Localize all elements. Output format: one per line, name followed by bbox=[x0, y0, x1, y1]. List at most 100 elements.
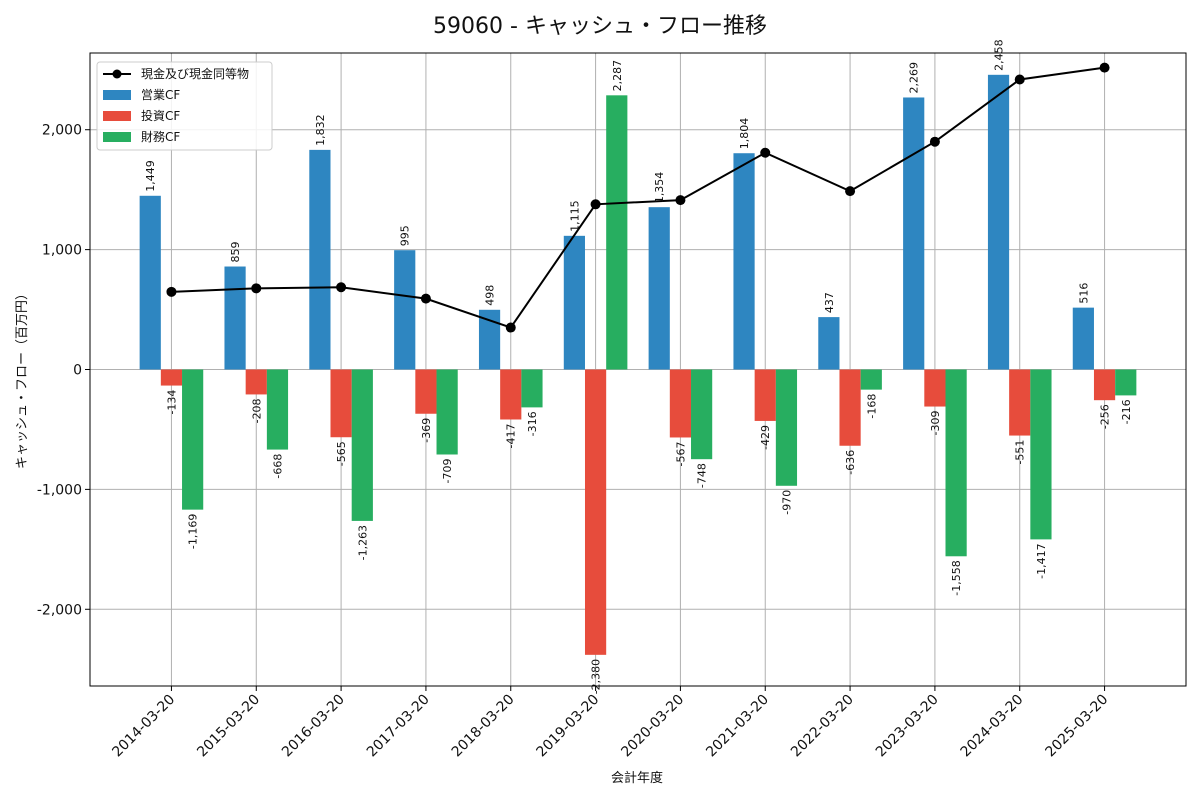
cash-line-point bbox=[760, 147, 771, 158]
bar bbox=[1115, 369, 1137, 396]
bar bbox=[754, 369, 776, 421]
legend-box bbox=[96, 61, 273, 151]
bar-data-label: -1,558 bbox=[950, 560, 963, 595]
bar-data-label: -1,169 bbox=[187, 514, 200, 549]
bar-data-label: -216 bbox=[1120, 399, 1133, 424]
bar bbox=[945, 369, 967, 557]
cash-line-point bbox=[1014, 74, 1025, 85]
bar bbox=[563, 235, 585, 370]
bar-data-label: -208 bbox=[250, 398, 263, 423]
bar-data-label: -316 bbox=[526, 411, 539, 436]
bar-data-label: -668 bbox=[271, 454, 284, 479]
legend-bar-swatch bbox=[103, 132, 131, 142]
bar-data-label: -1,263 bbox=[356, 525, 369, 560]
x-tick-label: 2017-03-20 bbox=[364, 692, 433, 761]
x-tick-label: 2019-03-20 bbox=[534, 692, 603, 761]
chart-title: 59060 - キャッシュ・フロー推移 bbox=[433, 14, 767, 39]
x-tick-label: 2021-03-20 bbox=[703, 692, 772, 761]
bar-data-label: -748 bbox=[696, 463, 709, 488]
bar bbox=[224, 266, 246, 370]
legend-bar-swatch bbox=[103, 90, 131, 100]
bar bbox=[1030, 369, 1052, 540]
cash-line-point bbox=[845, 186, 856, 197]
bar-data-label: -551 bbox=[1014, 440, 1027, 465]
bar-data-label: 1,354 bbox=[653, 172, 666, 204]
bar-data-label: -309 bbox=[929, 411, 942, 436]
x-tick-label: 2015-03-20 bbox=[194, 692, 263, 761]
bar bbox=[436, 369, 458, 455]
bar bbox=[351, 369, 373, 521]
legend-marker bbox=[112, 69, 122, 79]
bar bbox=[924, 369, 946, 407]
y-tick-label: 0 bbox=[73, 363, 82, 379]
bar-data-label: -709 bbox=[441, 458, 454, 483]
bar bbox=[606, 95, 628, 370]
bar-data-label: 1,115 bbox=[568, 200, 581, 232]
bar-data-label: -369 bbox=[420, 418, 433, 443]
bar-data-label: 2,287 bbox=[611, 60, 624, 92]
bar bbox=[330, 369, 352, 438]
x-tick-label: 2020-03-20 bbox=[618, 692, 687, 761]
bar-data-label: -565 bbox=[335, 441, 348, 466]
bar-data-label: 995 bbox=[399, 225, 412, 246]
bar bbox=[245, 369, 267, 395]
bar-data-label: -168 bbox=[865, 394, 878, 419]
bar bbox=[415, 369, 437, 414]
data-labels: 1,449 859 1,832 995 498 1,115 1,354 1,804 437 2,2… bbox=[144, 39, 1133, 694]
bar-data-label: 859 bbox=[229, 242, 242, 263]
bar bbox=[1009, 369, 1031, 436]
bar bbox=[903, 97, 925, 370]
legend-label: 現金及び現金同等物 bbox=[141, 66, 249, 81]
bar bbox=[521, 369, 543, 408]
y-axis-label: キャッシュ・フロー（百万円） bbox=[15, 287, 30, 469]
legend-bar-swatch bbox=[103, 111, 131, 121]
y-tick-label: -1,000 bbox=[37, 482, 82, 498]
x-tick-label: 2018-03-20 bbox=[449, 692, 518, 761]
bar bbox=[818, 317, 840, 370]
cash-line-point bbox=[1099, 62, 1110, 73]
bar-data-label: 2,458 bbox=[993, 39, 1006, 70]
bar-data-label: 1,449 bbox=[144, 160, 157, 192]
bar bbox=[139, 195, 161, 370]
y-tick-label: -2,000 bbox=[37, 602, 82, 618]
bar-data-label: -636 bbox=[844, 450, 857, 475]
bar bbox=[160, 369, 183, 386]
bar-data-label: -417 bbox=[505, 423, 518, 448]
bar-data-label: -1,417 bbox=[1035, 543, 1048, 578]
x-axis: 2014-03-20 2015-03-20 2016-03-20 2017-03-20… bbox=[109, 686, 1111, 760]
bar bbox=[584, 369, 607, 655]
bar-data-label: -567 bbox=[674, 441, 687, 466]
bar bbox=[839, 369, 861, 446]
legend-label: 財務CF bbox=[141, 129, 180, 144]
x-axis-label: 会計年度 bbox=[611, 770, 663, 786]
bar bbox=[309, 149, 331, 370]
legend-label: 営業CF bbox=[141, 88, 180, 102]
bar-data-label: 437 bbox=[823, 292, 836, 313]
bar bbox=[478, 309, 501, 370]
y-tick-label: 1,000 bbox=[42, 243, 82, 259]
bar bbox=[987, 74, 1010, 370]
bar bbox=[1093, 369, 1116, 401]
cash-line-point bbox=[420, 293, 431, 304]
bar bbox=[733, 153, 755, 370]
y-axis: -2,000 -1,000 0 1,000 2,000 bbox=[37, 123, 90, 618]
cash-line bbox=[166, 62, 1110, 333]
bar bbox=[266, 369, 289, 450]
bar bbox=[860, 369, 882, 390]
x-tick-label: 2024-03-20 bbox=[958, 692, 1027, 761]
bar bbox=[1072, 307, 1094, 370]
bar-data-label: 1,804 bbox=[738, 118, 751, 150]
bar-data-label: -429 bbox=[759, 425, 772, 450]
x-tick-label: 2022-03-20 bbox=[788, 692, 857, 761]
bar-data-label: -256 bbox=[1099, 404, 1112, 429]
x-tick-label: 2025-03-20 bbox=[1043, 692, 1112, 761]
bar-data-label: -134 bbox=[165, 390, 178, 415]
bar bbox=[648, 207, 670, 370]
bar bbox=[691, 369, 713, 460]
bar-data-label: -970 bbox=[780, 490, 793, 515]
x-tick-label: 2023-03-20 bbox=[873, 692, 942, 761]
cash-line-point bbox=[929, 136, 940, 147]
bar bbox=[500, 369, 522, 420]
